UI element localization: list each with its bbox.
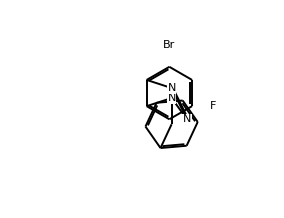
Text: N: N bbox=[167, 83, 176, 93]
Text: Br: Br bbox=[163, 40, 176, 50]
Text: N: N bbox=[183, 114, 191, 124]
Text: N: N bbox=[167, 93, 176, 103]
Text: F: F bbox=[210, 101, 216, 111]
